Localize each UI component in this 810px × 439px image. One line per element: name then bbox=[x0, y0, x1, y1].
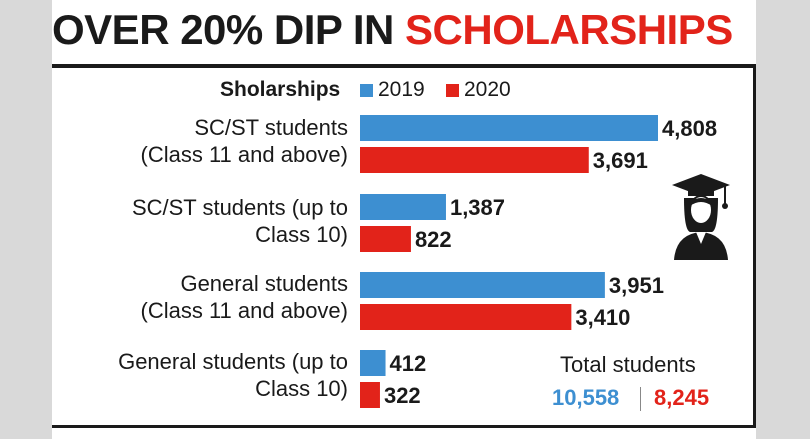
title-rule bbox=[52, 64, 756, 68]
legend-label-2020: 2020 bbox=[464, 78, 511, 101]
chart-title: OVER 20% DIP IN SCHOLARSHIPS bbox=[52, 2, 756, 58]
category-line-2: (Class 11 and above) bbox=[140, 298, 349, 323]
totals-label: Total students bbox=[560, 352, 696, 377]
data-label-2019-2: 3,951 bbox=[609, 273, 664, 298]
total-2020-value: 8,245 bbox=[654, 385, 710, 410]
data-label-2020-1: 822 bbox=[415, 227, 452, 252]
graduate-icon bbox=[672, 174, 730, 260]
total-2019-value: 10,558 bbox=[552, 385, 620, 410]
data-label-2020-3: 322 bbox=[384, 383, 421, 408]
category-line-2: (Class 11 and above) bbox=[140, 142, 349, 167]
chart-frame bbox=[52, 68, 756, 428]
bar-2019-2 bbox=[360, 272, 605, 298]
category-label-general-up-to-class-10: General students (up to Class 10) bbox=[118, 348, 348, 402]
bar-2020-3 bbox=[360, 382, 380, 408]
category-label-general-class-11: General students (Class 11 and above) bbox=[141, 270, 349, 324]
legend-swatch-2019 bbox=[360, 83, 373, 97]
title-part-1: OVER 20% DIP IN bbox=[52, 6, 394, 53]
totals-divider bbox=[640, 387, 641, 411]
data-label-2019-0: 4,808 bbox=[662, 116, 717, 141]
bar-2020-2 bbox=[360, 304, 572, 330]
title-part-2: SCHOLARSHIPS bbox=[405, 6, 733, 53]
data-label-2019-3: 412 bbox=[390, 351, 427, 376]
category-line-2: Class 10) bbox=[255, 222, 348, 247]
legend-item-2020: 2020 bbox=[446, 78, 511, 102]
legend-label-2019: 2019 bbox=[378, 78, 425, 101]
bar-2019-1 bbox=[360, 194, 446, 220]
data-label-2019-1: 1,387 bbox=[450, 195, 505, 220]
category-line-1: SC/ST students bbox=[194, 115, 348, 140]
bar-2020-0 bbox=[360, 147, 589, 173]
bar-2019-0 bbox=[360, 115, 658, 141]
bar-2020-1 bbox=[360, 226, 411, 252]
bar-2019-3 bbox=[360, 350, 386, 376]
category-line-2: Class 10) bbox=[255, 376, 348, 401]
legend-title: Sholarships bbox=[220, 78, 341, 101]
data-label-2020-0: 3,691 bbox=[593, 148, 648, 173]
category-label-sc-st-up-to-class-10: SC/ST students (up to Class 10) bbox=[132, 194, 348, 248]
category-label-sc-st-class-11: SC/ST students (Class 11 and above) bbox=[141, 114, 349, 168]
category-line-1: General students (up to bbox=[118, 349, 348, 374]
legend-item-2019: 2019 bbox=[360, 78, 425, 102]
category-line-1: SC/ST students (up to bbox=[131, 195, 348, 220]
data-label-2020-2: 3,410 bbox=[575, 305, 630, 330]
category-line-1: General students bbox=[180, 271, 348, 296]
legend-swatch-2020 bbox=[446, 83, 459, 97]
